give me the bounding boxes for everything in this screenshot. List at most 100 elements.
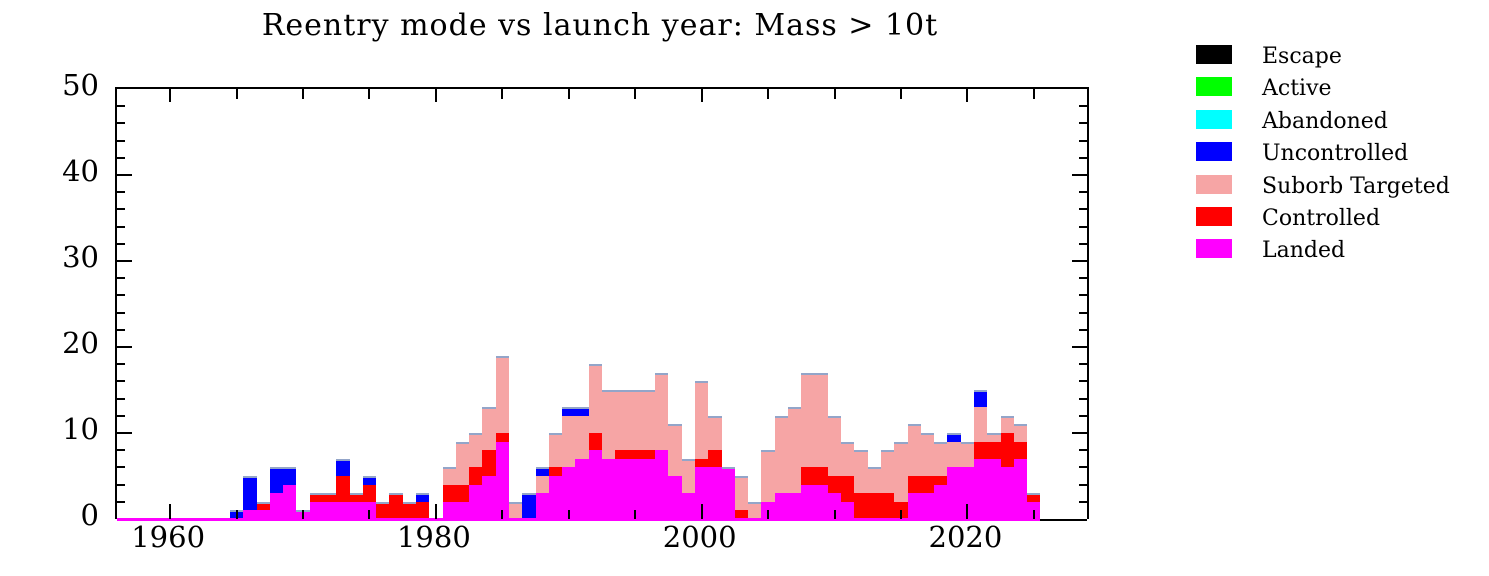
bar-segment-suborb-targeted-1984 <box>482 407 496 451</box>
bar-segment-suborb-targeted-1990 <box>562 415 576 468</box>
x-tick-2020 <box>966 504 969 519</box>
bar-segment-landed-1994 <box>615 458 629 519</box>
y-tick-right-30 <box>1072 260 1087 262</box>
bar-segment-landed-1991 <box>575 458 589 519</box>
x-axis-tick-label-1960: 1960 <box>131 520 206 554</box>
bar-segment-suborb-targeted-2013 <box>867 467 882 494</box>
y-tick-right-22 <box>1079 328 1087 331</box>
bar-segment-suborb-targeted-2015 <box>894 441 908 502</box>
bar-segment-landed-1995 <box>628 458 642 519</box>
y-tick-right-26 <box>1079 294 1087 297</box>
bar-segment-landed-1972 <box>322 501 337 519</box>
bar-segment-controlled-1984 <box>482 450 496 476</box>
bar-segment-landed-2010 <box>827 493 842 519</box>
bar-segment-landed-2018 <box>934 484 948 519</box>
bar-segment-uncontrolled-1968 <box>269 467 284 494</box>
bar-segment-suborb-targeted-2001 <box>708 415 722 451</box>
y-tick-right-48 <box>1079 105 1087 108</box>
x-axis-tick-label-2020: 2020 <box>928 520 1003 554</box>
bar-segment-controlled-1983 <box>469 467 483 485</box>
y-tick-16 <box>117 380 125 383</box>
x-tick-2010 <box>833 510 836 519</box>
bar-segment-landed-1996 <box>641 458 656 519</box>
bar-segment-controlled-1994 <box>615 450 629 459</box>
chart-title: Reentry mode vs launch year: Mass > 10t <box>261 8 939 43</box>
bar-segment-landed-1974 <box>349 501 363 519</box>
bar-segment-landed-1983 <box>469 484 483 519</box>
y-tick-right-44 <box>1079 139 1087 142</box>
bar-segment-landed-2023 <box>1000 467 1014 519</box>
bar-segment-suborb-targeted-2004 <box>748 501 762 519</box>
bar-segment-landed-1988 <box>535 493 549 519</box>
y-tick-42 <box>117 156 125 159</box>
y-tick-46 <box>117 122 125 125</box>
bar-segment-landed-1982 <box>455 501 470 519</box>
y-tick-34 <box>117 225 125 228</box>
y-tick-26 <box>117 294 125 297</box>
bar-segment-uncontrolled-2019 <box>947 433 961 442</box>
bar-segment-controlled-1973 <box>336 476 350 502</box>
bar-segment-suborb-targeted-2006 <box>774 415 789 494</box>
x-tick-2005 <box>767 510 770 519</box>
bar-segment-landed-2000 <box>695 467 709 519</box>
bar-segment-suborb-targeted-1983 <box>469 433 483 468</box>
y-tick-36 <box>117 208 125 211</box>
y-tick-22 <box>117 328 125 331</box>
bar-segment-suborb-targeted-1999 <box>681 458 695 494</box>
x-tick-top-1990 <box>567 89 570 99</box>
y-tick-28 <box>117 277 125 280</box>
x-tick-top-1960 <box>169 89 172 102</box>
bar-segment-landed-1971 <box>309 501 323 519</box>
bar-segment-landed-2024 <box>1013 458 1028 519</box>
bar-segment-controlled-1967 <box>256 501 270 511</box>
bar-segment-landed-2006 <box>774 493 789 519</box>
bar-segment-landed-1981 <box>442 501 456 519</box>
bar-segment-uncontrolled-1979 <box>415 493 430 502</box>
y-tick-right-10 <box>1072 432 1087 434</box>
y-tick-right-8 <box>1079 449 1087 452</box>
y-tick-right-14 <box>1079 397 1087 400</box>
x-tick-top-1980 <box>434 89 437 102</box>
bar-segment-landed-1967 <box>256 510 270 519</box>
bar-segment-landed-2021 <box>974 458 988 519</box>
y-tick-10 <box>117 432 132 434</box>
bar-segment-controlled-2021 <box>974 441 988 459</box>
bar-segment-landed-2009 <box>814 484 828 519</box>
y-tick-right-18 <box>1079 363 1087 366</box>
bar-segment-suborb-targeted-1998 <box>668 424 682 476</box>
bar-segment-controlled-2014 <box>881 493 895 519</box>
x-axis-tick-label-2000: 2000 <box>662 520 737 554</box>
bar-segment-landed-2017 <box>920 493 935 519</box>
bar-segment-controlled-2024 <box>1013 441 1028 459</box>
bar-segment-landed-1990 <box>562 467 576 519</box>
bar-segment-controlled-1972 <box>322 493 337 502</box>
y-tick-right-34 <box>1079 225 1087 228</box>
y-tick-38 <box>117 191 125 194</box>
bar-segment-suborb-targeted-2009 <box>814 372 828 468</box>
bar-segment-suborb-targeted-2021 <box>974 407 988 442</box>
legend-swatch-active <box>1196 77 1232 97</box>
legend-swatch-suborb-targeted <box>1196 174 1232 194</box>
bar-segment-controlled-2023 <box>1000 433 1014 468</box>
bar-segment-controlled-1985 <box>495 433 509 442</box>
y-tick-right-28 <box>1079 277 1087 280</box>
x-tick-top-1975 <box>368 89 371 99</box>
legend-label: Escape <box>1262 44 1342 69</box>
x-axis-line <box>1040 519 1087 521</box>
legend-label: Suborb Targeted <box>1262 173 1450 199</box>
bar-segment-landed-2002 <box>721 467 735 519</box>
legend-label: Active <box>1262 76 1332 102</box>
bar-segment-uncontrolled-1969 <box>283 467 297 485</box>
y-tick-18 <box>117 363 125 366</box>
y-tick-right-32 <box>1079 242 1087 245</box>
bar-segment-uncontrolled-1990 <box>562 407 576 416</box>
bar-segment-landed-1989 <box>548 476 563 519</box>
bar-segment-controlled-2017 <box>920 476 935 494</box>
y-tick-32 <box>117 242 125 245</box>
bar-segment-controlled-1978 <box>402 501 416 519</box>
bar-segment-suborb-targeted-2003 <box>734 476 749 511</box>
y-tick-24 <box>117 311 125 314</box>
y-tick-20 <box>117 346 132 348</box>
bar-segment-suborb-targeted-1995 <box>628 390 642 451</box>
